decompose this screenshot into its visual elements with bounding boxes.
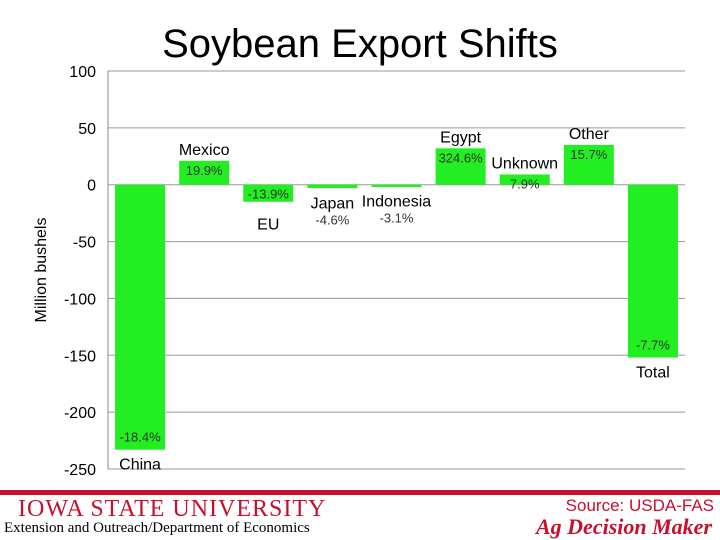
y-tick-label: 100 [69,64,96,81]
data-label: 324.6% [439,150,484,165]
footer-accent-bar [0,490,720,495]
chart-title: Soybean Export Shifts [162,22,558,66]
data-label: 15.7% [570,147,607,162]
y-axis-label: Million bushels [33,218,50,323]
university-logo-text: IOWA STATE UNIVERSITY [18,496,327,522]
y-tick-label: -50 [73,235,96,252]
category-label-unknown: Unknown [491,155,558,172]
footer [0,490,720,540]
bar-other [563,144,614,185]
bars [115,144,678,450]
bar-unknown [499,174,550,185]
bar-china [115,184,166,450]
source-text: Source: USDA-FAS [565,496,714,515]
bar-japan [307,184,358,189]
category-label-indonesia: Indonesia [362,194,431,211]
y-axis: 100 50 0 -50 -100 -150 -200 -250 Million bushels [33,64,109,479]
category-label-china: China [119,457,161,474]
bar-chart: 100 50 0 -50 -100 -150 -200 -250 Million bushels… [33,64,685,479]
y-tick-label: -150 [64,348,96,365]
department-text: Extension and Outreach/Department of Eco… [4,520,310,536]
bar-egypt [435,148,486,185]
category-label-egypt: Egypt [440,129,481,146]
y-tick-label: 0 [87,178,96,195]
category-label-other: Other [569,126,610,143]
bar-mexico [179,160,230,185]
brand-logo-text: Ag Decision Maker [536,514,712,539]
bar-eu [243,184,294,202]
data-label: -13.9% [248,187,290,202]
bar-total [627,184,678,358]
data-label: 19.9% [186,163,223,178]
bar-indonesia [371,184,422,187]
data-label: 7.9% [510,176,540,191]
labels: -18.4% China 19.9% Mexico -13.9% EU -4.6%Japan… [119,126,670,474]
y-tick-label: -100 [64,291,96,308]
category-label-mexico: Mexico [179,142,230,159]
data-label: -18.4% [119,430,161,445]
category-label-japan: Japan [311,196,355,213]
category-label-eu: EU [257,217,279,234]
category-label-total: Total [636,365,670,382]
data-label: -3.1% [380,211,414,226]
y-tick-label: -200 [64,405,96,422]
y-tick-label: 50 [78,121,96,138]
data-label: -7.7% [636,338,670,353]
y-tick-label: -250 [64,462,96,479]
data-label: -4.6% [315,213,349,228]
